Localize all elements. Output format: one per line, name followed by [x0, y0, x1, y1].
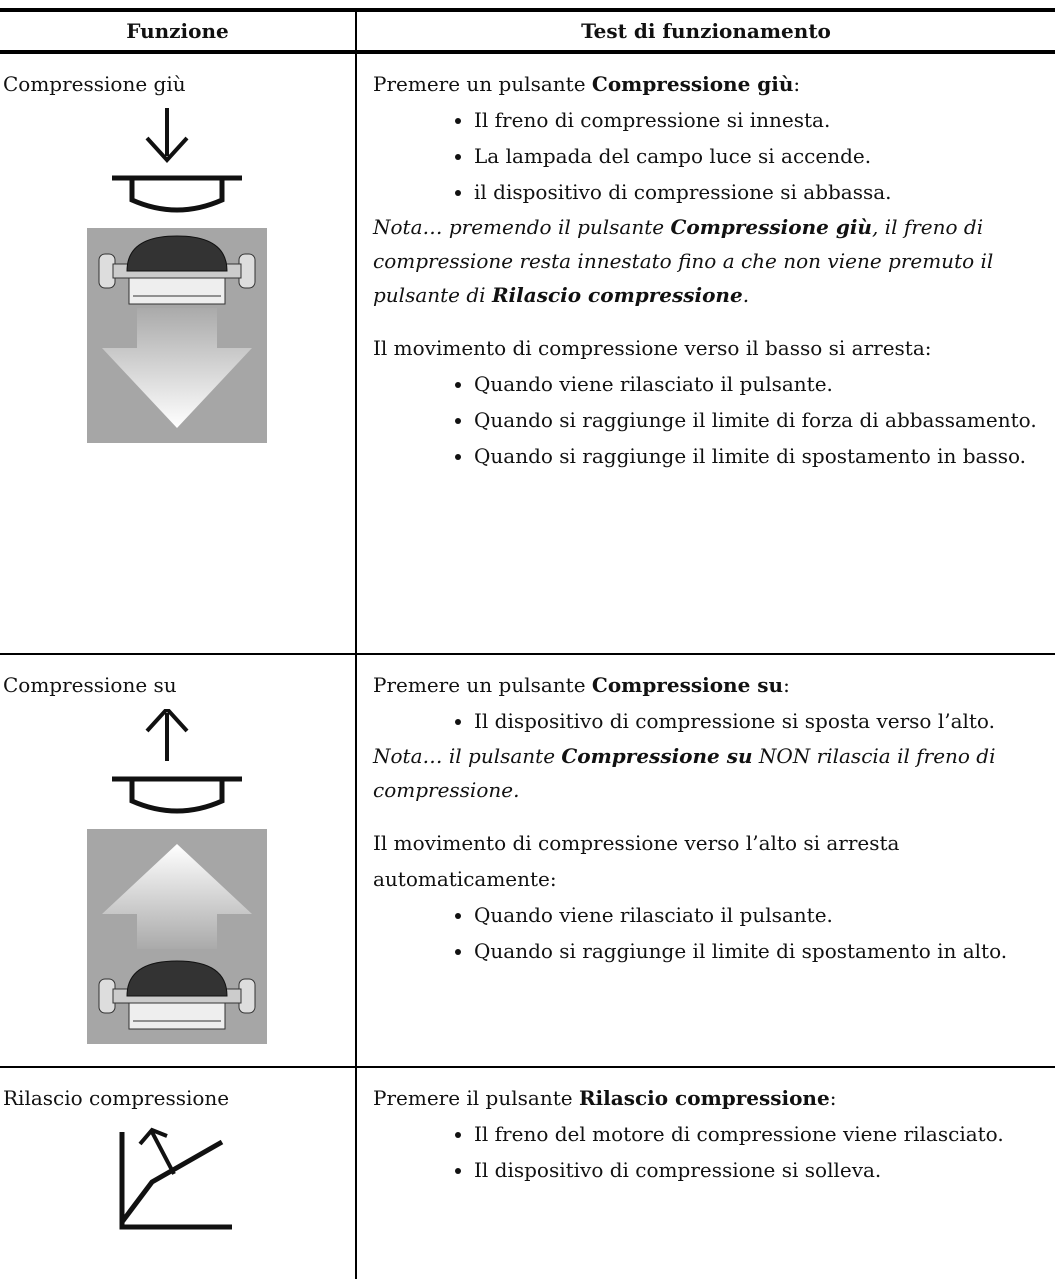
text: : [783, 673, 790, 697]
note: Nota… il pulsante Compressione su NON ri… [373, 739, 1051, 807]
text: . [742, 283, 750, 307]
bold-text: Compressione su [591, 673, 784, 697]
header-row: Funzione Test di funzionamento [0, 8, 1055, 54]
text: Premere il pulsante [373, 1086, 579, 1110]
function-name: Compressione su [3, 673, 177, 697]
bold-text: Compressione giù [591, 72, 794, 96]
bullet-item: Il dispositivo di compressione si sposta… [474, 703, 1051, 739]
bold-text: Compressione su [561, 744, 753, 768]
table-row: Rilascio compressione Premere il pulsant… [0, 1067, 1055, 1279]
icon-shape [119, 1132, 232, 1230]
bullet-item: Quando si raggiunge il limite di spostam… [474, 438, 1051, 474]
icon-shape [98, 235, 256, 305]
icon-shape [145, 709, 189, 761]
bullet-item: Il dispositivo di compressione si sollev… [474, 1152, 1051, 1188]
bold-text: Rilascio compressione [578, 1086, 830, 1110]
table-row: Compressione giù Premere un pulsante Com… [0, 52, 1055, 655]
bullet-item: il dispositivo di compressione si abbass… [474, 174, 1051, 210]
icon-shape [102, 844, 252, 949]
bullet-list: Quando viene rilasciato il pulsante.Quan… [373, 366, 1051, 474]
text: NON rilascia il freno di compressione. [373, 744, 996, 802]
function-icon [87, 709, 267, 1044]
icon-shape [128, 277, 226, 305]
header-cell: Funzione [0, 8, 357, 54]
header-cell: Test di funzionamento [356, 8, 1055, 54]
icon-shape [128, 1002, 226, 1030]
table-body: Compressione giù Premere un pulsante Com… [0, 52, 1055, 1279]
icon-shape [102, 308, 252, 428]
function-icon [119, 1127, 232, 1230]
function-cell: Compressione giù [0, 52, 357, 655]
icon-shape [112, 175, 242, 213]
icon-shape [126, 235, 228, 272]
bullet-list: Quando viene rilasciato il pulsante.Quan… [373, 897, 1051, 969]
bullet-item: Quando viene rilasciato il pulsante. [474, 366, 1051, 402]
bullet-item: Quando si raggiunge il limite di spostam… [474, 933, 1051, 969]
text: Il movimento di compressione verso l’alt… [373, 831, 900, 891]
text: Nota… il pulsante [373, 744, 562, 768]
text: Nota… premendo il pulsante [373, 215, 671, 239]
function-icon [87, 108, 267, 443]
paragraph: Premere un pulsante Compressione giù: [373, 66, 1051, 102]
test-cell: Premere un pulsante Compressione su:Il d… [356, 654, 1055, 1068]
function-cell: Compressione su [0, 654, 357, 1068]
bold-text: Compressione giù [670, 215, 872, 239]
text: Il movimento di compressione verso il ba… [373, 336, 932, 360]
bullet-list: Il dispositivo di compressione si sposta… [373, 703, 1051, 739]
text: : [793, 72, 801, 96]
text: Premere un pulsante [373, 673, 592, 697]
icon-shape [98, 960, 256, 1030]
paragraph: Premere il pulsante Rilascio compression… [373, 1080, 1051, 1116]
bullet-item: Quando viene rilasciato il pulsante. [474, 897, 1051, 933]
icon-shape [112, 776, 242, 814]
function-name: Compressione giù [3, 72, 186, 96]
table-row: Compressione su Premere un pulsante Comp… [0, 654, 1055, 1068]
bullet-item: Quando si raggiunge il limite di forza d… [474, 402, 1051, 438]
paragraph: Il movimento di compressione verso il ba… [373, 330, 1051, 366]
text: : [829, 1086, 837, 1110]
test-cell: Premere il pulsante Rilascio compression… [356, 1067, 1055, 1279]
text: Premere un pulsante [373, 72, 592, 96]
test-cell: Premere un pulsante Compressione giù:Il … [356, 52, 1055, 655]
icon-shape [138, 1127, 176, 1175]
icon-shape [120, 1139, 224, 1224]
note: Nota… premendo il pulsante Compressione … [373, 210, 1051, 312]
icon-shape [126, 960, 228, 997]
bullet-list: Il freno di compressione si innesta.La l… [373, 102, 1051, 210]
paragraph: Il movimento di compressione verso l’alt… [373, 825, 1051, 897]
bullet-item: La lampada del campo luce si accende. [474, 138, 1051, 174]
function-cell: Rilascio compressione [0, 1067, 357, 1279]
bullet-item: Il freno di compressione si innesta. [474, 102, 1051, 138]
bullet-list: Il freno del motore di compressione vien… [373, 1116, 1051, 1188]
function-name: Rilascio compressione [3, 1086, 230, 1110]
icon-shape [145, 108, 189, 163]
function-table: Funzione Test di funzionamento Compressi… [0, 8, 1055, 1279]
bold-text: Rilascio compressione [491, 283, 743, 307]
paragraph: Premere un pulsante Compressione su: [373, 667, 1051, 703]
text: , il freno di compressione resta innesta… [373, 215, 994, 307]
bullet-item: Il freno del motore di compressione vien… [474, 1116, 1051, 1152]
